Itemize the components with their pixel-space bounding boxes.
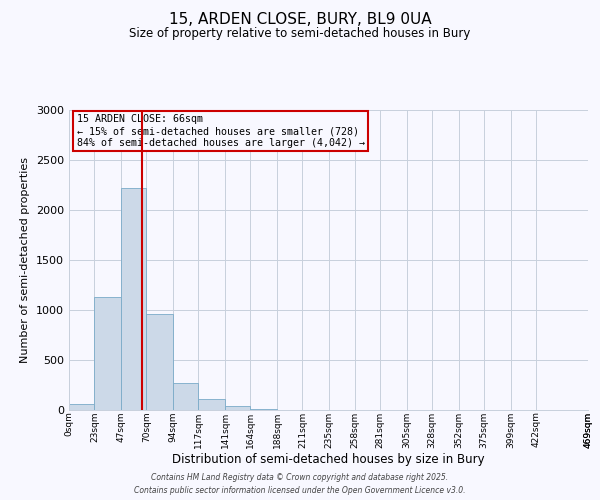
Y-axis label: Number of semi-detached properties: Number of semi-detached properties <box>20 157 31 363</box>
Text: Contains HM Land Registry data © Crown copyright and database right 2025.
Contai: Contains HM Land Registry data © Crown c… <box>134 474 466 495</box>
Text: 15 ARDEN CLOSE: 66sqm
← 15% of semi-detached houses are smaller (728)
84% of sem: 15 ARDEN CLOSE: 66sqm ← 15% of semi-deta… <box>77 114 365 148</box>
Bar <box>199 399 225 410</box>
X-axis label: Distribution of semi-detached houses by size in Bury: Distribution of semi-detached houses by … <box>172 454 485 466</box>
Bar <box>146 314 173 410</box>
Bar <box>173 383 199 410</box>
Bar <box>94 297 121 410</box>
Bar <box>225 406 250 410</box>
Text: Size of property relative to semi-detached houses in Bury: Size of property relative to semi-detach… <box>130 28 470 40</box>
Bar <box>69 404 94 410</box>
Bar <box>250 409 277 410</box>
Text: 15, ARDEN CLOSE, BURY, BL9 0UA: 15, ARDEN CLOSE, BURY, BL9 0UA <box>169 12 431 28</box>
Bar <box>121 188 146 410</box>
